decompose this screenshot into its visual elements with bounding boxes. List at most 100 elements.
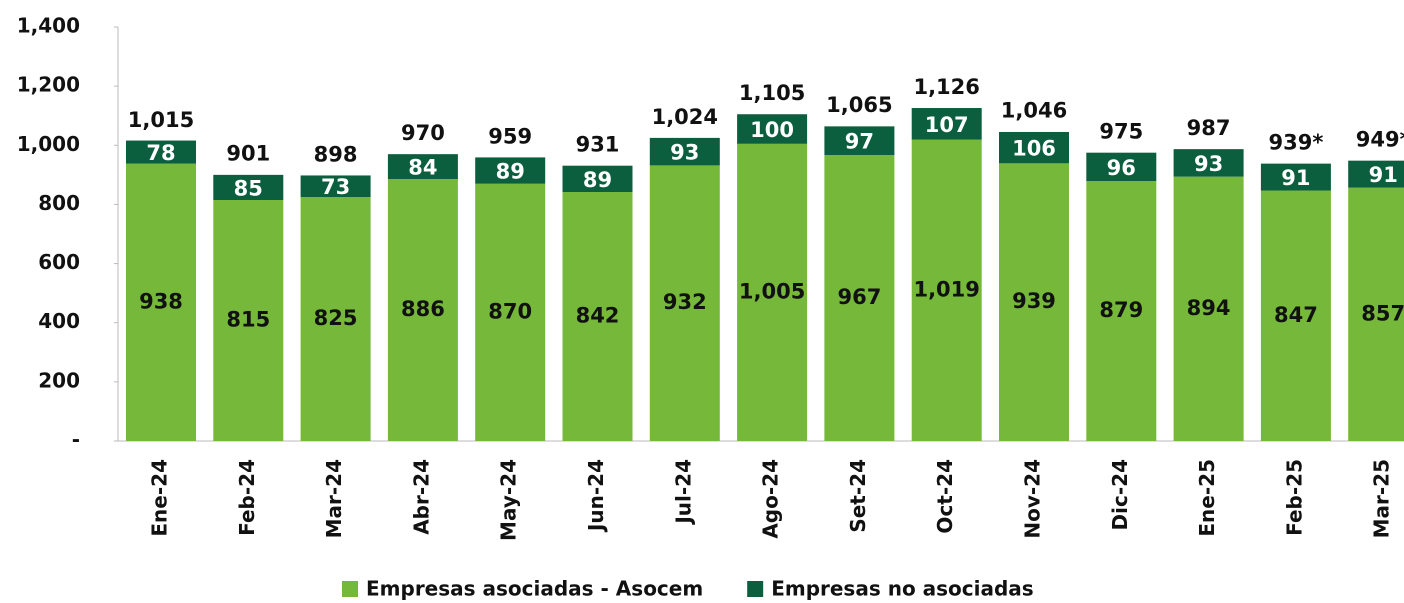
bar-segment bbox=[649, 137, 720, 166]
data-label: 938 bbox=[139, 289, 183, 313]
y-tick-label: 200 bbox=[38, 368, 80, 392]
total-label: 975 bbox=[1099, 120, 1143, 144]
total-label: 959 bbox=[488, 124, 532, 148]
legend-label: Empresas no asociadas bbox=[771, 577, 1034, 601]
total-label: 949* bbox=[1356, 127, 1404, 151]
y-tick-label: - bbox=[72, 428, 80, 452]
bar-segment bbox=[999, 163, 1069, 441]
data-label: 1,019 bbox=[913, 277, 979, 301]
total-label: 987 bbox=[1187, 116, 1231, 140]
bar-segment bbox=[1260, 163, 1331, 191]
data-label: 93 bbox=[670, 141, 699, 165]
data-label: 815 bbox=[226, 307, 270, 331]
bar-segment bbox=[911, 108, 982, 140]
data-label: 89 bbox=[583, 168, 612, 192]
data-label: 932 bbox=[663, 290, 707, 314]
data-label: 73 bbox=[321, 175, 350, 199]
data-label: 107 bbox=[925, 113, 969, 137]
data-label: 967 bbox=[837, 285, 881, 309]
total-label: 1,024 bbox=[652, 105, 718, 129]
bar-segment bbox=[737, 143, 808, 442]
x-tick-label: Jul-24 bbox=[671, 459, 695, 526]
y-tick-label: 800 bbox=[38, 191, 80, 215]
x-tick-label: Feb-25 bbox=[1282, 459, 1306, 536]
data-label: 847 bbox=[1274, 303, 1318, 327]
x-tick-label: Jun-24 bbox=[584, 459, 608, 533]
data-label: 825 bbox=[314, 306, 358, 330]
data-label: 84 bbox=[408, 156, 437, 180]
bar-segment bbox=[737, 114, 808, 144]
y-tick-label: 1,200 bbox=[17, 73, 80, 97]
bar-segment bbox=[300, 175, 371, 198]
x-tick-label: Set-24 bbox=[846, 459, 870, 533]
x-tick-label: Ago-24 bbox=[759, 459, 783, 539]
legend-swatch bbox=[747, 581, 764, 597]
bar-segment bbox=[475, 157, 546, 184]
bar-segment bbox=[1086, 181, 1157, 441]
x-tick-label: May-24 bbox=[497, 459, 521, 541]
data-label: 870 bbox=[488, 299, 532, 323]
total-label: 901 bbox=[226, 142, 270, 166]
data-label: 93 bbox=[1194, 152, 1223, 176]
bar-segment bbox=[562, 192, 633, 441]
bar-segment bbox=[213, 174, 284, 200]
bar-segment bbox=[1260, 190, 1331, 441]
x-tick-label: Nov-24 bbox=[1021, 459, 1045, 539]
bar-segment bbox=[126, 163, 196, 441]
total-label: 970 bbox=[401, 121, 445, 145]
total-label: 1,046 bbox=[1001, 99, 1067, 123]
legend-label: Empresas asociadas - Asocem bbox=[366, 577, 703, 601]
data-label: 97 bbox=[845, 130, 874, 154]
y-tick-label: 1,400 bbox=[17, 14, 80, 38]
bar-segment bbox=[911, 139, 982, 441]
bar-segment bbox=[1348, 187, 1404, 441]
data-label: 939 bbox=[1012, 289, 1056, 313]
x-tick-label: Ene-25 bbox=[1195, 459, 1219, 537]
data-label: 91 bbox=[1369, 163, 1398, 187]
bar-segment bbox=[999, 131, 1069, 164]
data-label: 106 bbox=[1012, 137, 1056, 161]
x-tick-label: Abr-24 bbox=[409, 459, 433, 535]
data-label: 96 bbox=[1107, 156, 1136, 180]
x-tick-label: Feb-24 bbox=[235, 459, 259, 536]
bar-segment bbox=[213, 199, 284, 441]
data-label: 886 bbox=[401, 297, 445, 321]
bar-segment bbox=[475, 183, 546, 441]
total-label: 898 bbox=[314, 142, 358, 166]
bar-segment bbox=[562, 165, 633, 193]
x-tick-label: Ene-24 bbox=[148, 459, 172, 537]
y-tick-label: 600 bbox=[38, 250, 80, 274]
x-tick-label: Mar-24 bbox=[322, 459, 346, 538]
bar-segment bbox=[387, 154, 458, 179]
data-label: 100 bbox=[750, 118, 794, 142]
x-tick-label: Mar-25 bbox=[1370, 459, 1394, 538]
bar-segment bbox=[1173, 149, 1244, 177]
data-label: 857 bbox=[1361, 301, 1404, 325]
total-label: 931 bbox=[576, 133, 620, 157]
bar-segment bbox=[300, 197, 371, 441]
total-label: 1,105 bbox=[739, 81, 805, 105]
data-label: 1,005 bbox=[739, 279, 805, 303]
data-label: 894 bbox=[1187, 296, 1231, 320]
y-tick-label: 400 bbox=[38, 309, 80, 333]
data-label: 842 bbox=[576, 304, 620, 328]
bar-segment bbox=[1173, 176, 1244, 442]
total-label: 1,065 bbox=[826, 93, 892, 117]
total-label: 1,126 bbox=[913, 75, 979, 99]
bar-segment bbox=[824, 126, 895, 156]
total-label: 1,015 bbox=[128, 108, 194, 132]
bar-segment bbox=[1086, 152, 1157, 182]
x-tick-label: Dic-24 bbox=[1108, 459, 1132, 530]
legend-swatch bbox=[342, 581, 358, 597]
data-label: 91 bbox=[1281, 166, 1310, 190]
x-tick-label: Oct-24 bbox=[933, 459, 957, 534]
total-label: 939* bbox=[1268, 130, 1323, 154]
data-label: 879 bbox=[1099, 298, 1143, 322]
bar-segment bbox=[824, 155, 895, 441]
data-label: 89 bbox=[496, 160, 525, 184]
bar-segment bbox=[1348, 160, 1404, 188]
y-tick-label: 1,000 bbox=[17, 132, 80, 156]
data-label: 78 bbox=[146, 141, 175, 165]
bar-segment bbox=[126, 140, 196, 164]
